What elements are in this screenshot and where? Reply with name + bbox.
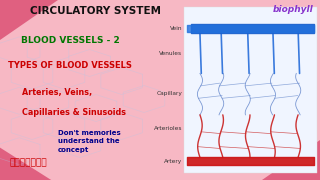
Text: தமிழில்: தமிழில்	[10, 158, 47, 167]
FancyBboxPatch shape	[184, 7, 317, 173]
Polygon shape	[262, 140, 320, 180]
Text: Artery: Artery	[164, 159, 182, 164]
Text: BLOOD VESSELS - 2: BLOOD VESSELS - 2	[21, 36, 120, 45]
Text: Vein: Vein	[170, 26, 182, 31]
Text: Venules: Venules	[159, 51, 182, 56]
Text: biophyll: biophyll	[273, 5, 314, 14]
Text: Don't memories
understand the
concept: Don't memories understand the concept	[58, 130, 120, 153]
Text: Capillary: Capillary	[156, 91, 182, 96]
Polygon shape	[0, 148, 51, 180]
Polygon shape	[0, 0, 58, 40]
Text: Arterioles: Arterioles	[154, 126, 182, 130]
Text: Capillaries & Sinusoids: Capillaries & Sinusoids	[22, 108, 126, 117]
Text: Arteries, Veins,: Arteries, Veins,	[22, 88, 92, 97]
Text: TYPES OF BLOOD VESSELS: TYPES OF BLOOD VESSELS	[8, 61, 132, 70]
Text: CIRCULATORY SYSTEM: CIRCULATORY SYSTEM	[30, 6, 162, 16]
